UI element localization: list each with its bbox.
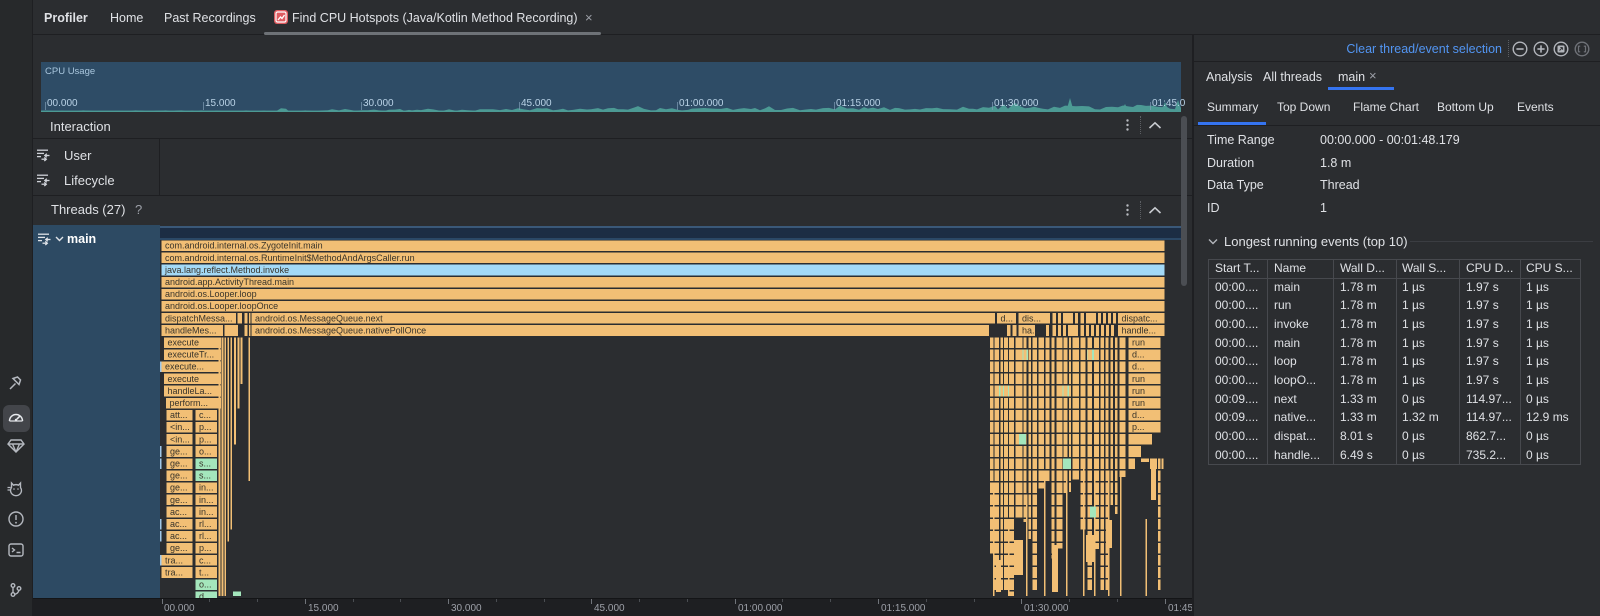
svg-text:rl...: rl... bbox=[199, 519, 212, 529]
svg-text:ge...: ge... bbox=[170, 459, 188, 469]
svg-text:s...: s... bbox=[199, 459, 211, 469]
svg-text:com.android.internal.os.Runtim: com.android.internal.os.RuntimeInit$Meth… bbox=[165, 253, 415, 263]
svg-text:c...: c... bbox=[199, 555, 211, 565]
svg-text:ge...: ge... bbox=[170, 446, 188, 456]
svg-text:android.os.Looper.loop: android.os.Looper.loop bbox=[165, 289, 257, 299]
svg-text:android.os.MessageQueue.next: android.os.MessageQueue.next bbox=[255, 313, 383, 323]
svg-text:<in...: <in... bbox=[170, 434, 190, 444]
svg-text:d...: d... bbox=[1132, 362, 1145, 372]
svg-text:in...: in... bbox=[199, 507, 214, 517]
svg-text:android.os.MessageQueue.native: android.os.MessageQueue.nativePollOnce bbox=[255, 325, 426, 335]
svg-text:tra...: tra... bbox=[165, 555, 183, 565]
svg-text:android.os.Looper.loopOnce: android.os.Looper.loopOnce bbox=[165, 301, 278, 311]
svg-text:ac...: ac... bbox=[170, 531, 187, 541]
svg-text:o...: o... bbox=[199, 580, 212, 590]
svg-text:s...: s... bbox=[199, 471, 211, 481]
svg-text:com.android.internal.os.Zygote: com.android.internal.os.ZygoteInit.main bbox=[165, 241, 323, 251]
svg-text:ac...: ac... bbox=[170, 519, 187, 529]
svg-text:p...: p... bbox=[199, 422, 212, 432]
svg-text:d...: d... bbox=[1132, 410, 1145, 420]
svg-text:att...: att... bbox=[170, 410, 188, 420]
svg-text:run: run bbox=[1132, 386, 1145, 396]
svg-text:android.app.ActivityThread.mai: android.app.ActivityThread.main bbox=[165, 277, 294, 287]
svg-text:perform...: perform... bbox=[170, 398, 209, 408]
svg-text:handleMes...: handleMes... bbox=[165, 325, 217, 335]
svg-text:d...: d... bbox=[199, 592, 212, 598]
svg-text:ac...: ac... bbox=[170, 507, 187, 517]
svg-text:ge...: ge... bbox=[170, 543, 188, 553]
svg-text:rl...: rl... bbox=[199, 531, 212, 541]
svg-text:run: run bbox=[1132, 398, 1145, 408]
svg-text:d...: d... bbox=[1132, 350, 1145, 360]
svg-text:java.lang.reflect.Method.invok: java.lang.reflect.Method.invoke bbox=[164, 265, 289, 275]
svg-text:<in...: <in... bbox=[170, 422, 190, 432]
svg-text:p...: p... bbox=[1132, 422, 1145, 432]
svg-text:tra...: tra... bbox=[165, 567, 183, 577]
svg-text:d...: d... bbox=[1001, 313, 1014, 323]
svg-text:p...: p... bbox=[199, 543, 212, 553]
svg-text:execute: execute bbox=[168, 338, 200, 348]
svg-text:dis...: dis... bbox=[1022, 313, 1041, 323]
svg-text:handle...: handle... bbox=[1122, 325, 1157, 335]
svg-text:execute: execute bbox=[168, 374, 200, 384]
svg-text:ge...: ge... bbox=[170, 471, 188, 481]
svg-text:c...: c... bbox=[199, 410, 211, 420]
svg-text:ge...: ge... bbox=[170, 495, 188, 505]
svg-text:o...: o... bbox=[199, 446, 212, 456]
svg-text:ge...: ge... bbox=[170, 483, 188, 493]
svg-text:dispatc...: dispatc... bbox=[1122, 313, 1158, 323]
svg-text:execute...: execute... bbox=[165, 362, 204, 372]
svg-text:handleLa...: handleLa... bbox=[168, 386, 213, 396]
svg-text:dispatchMessa...: dispatchMessa... bbox=[165, 313, 233, 323]
svg-text:t...: t... bbox=[199, 567, 209, 577]
svg-text:in...: in... bbox=[199, 483, 214, 493]
svg-text:p...: p... bbox=[199, 434, 212, 444]
svg-text:ha...: ha... bbox=[1022, 325, 1040, 335]
svg-text:run: run bbox=[1132, 338, 1145, 348]
svg-text:in...: in... bbox=[199, 495, 214, 505]
svg-text:executeTr...: executeTr... bbox=[168, 350, 215, 360]
svg-text:run: run bbox=[1132, 374, 1145, 384]
